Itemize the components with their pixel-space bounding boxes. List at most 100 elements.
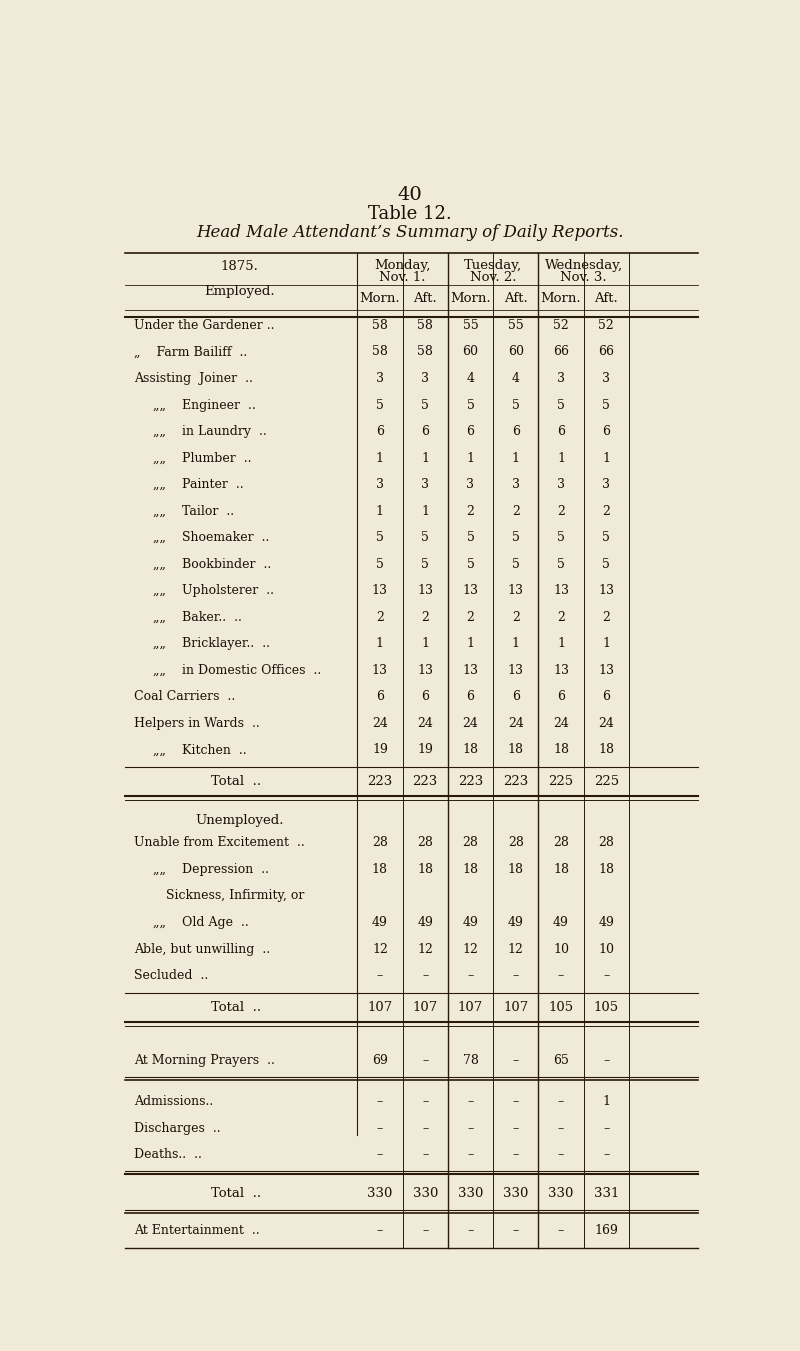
- Text: 24: 24: [553, 717, 569, 730]
- Text: 1875.: 1875.: [221, 259, 258, 273]
- Text: 2: 2: [602, 611, 610, 624]
- Text: 28: 28: [553, 836, 569, 850]
- Text: 4: 4: [466, 372, 474, 385]
- Text: 105: 105: [549, 1001, 574, 1013]
- Text: 18: 18: [508, 863, 524, 875]
- Text: „„    Painter  ..: „„ Painter ..: [153, 478, 243, 492]
- Text: 169: 169: [594, 1224, 618, 1238]
- Text: 5: 5: [602, 399, 610, 412]
- Text: 2: 2: [466, 611, 474, 624]
- Text: 78: 78: [462, 1054, 478, 1067]
- Text: 1: 1: [376, 638, 384, 650]
- Text: 24: 24: [372, 717, 388, 730]
- Text: „„    Kitchen  ..: „„ Kitchen ..: [153, 743, 246, 757]
- Text: 49: 49: [372, 916, 388, 929]
- Text: „„    Engineer  ..: „„ Engineer ..: [153, 399, 255, 412]
- Text: 3: 3: [421, 478, 429, 492]
- Text: 58: 58: [372, 346, 388, 358]
- Text: 330: 330: [548, 1186, 574, 1200]
- Text: 4: 4: [512, 372, 520, 385]
- Text: –: –: [422, 1224, 428, 1238]
- Text: Tuesday,: Tuesday,: [464, 258, 522, 272]
- Text: 12: 12: [462, 943, 478, 955]
- Text: 2: 2: [512, 611, 520, 624]
- Text: 1: 1: [376, 505, 384, 517]
- Text: –: –: [558, 1224, 564, 1238]
- Text: –: –: [603, 1054, 610, 1067]
- Text: –: –: [513, 1148, 519, 1162]
- Text: –: –: [603, 969, 610, 982]
- Text: „„    Plumber  ..: „„ Plumber ..: [153, 451, 251, 465]
- Text: 28: 28: [598, 836, 614, 850]
- Text: 331: 331: [594, 1186, 619, 1200]
- Text: 13: 13: [508, 584, 524, 597]
- Text: –: –: [513, 1054, 519, 1067]
- Text: 6: 6: [376, 426, 384, 438]
- Text: Morn.: Morn.: [541, 292, 582, 305]
- Text: 223: 223: [503, 775, 528, 788]
- Text: –: –: [558, 1121, 564, 1135]
- Text: –: –: [558, 1148, 564, 1162]
- Text: 5: 5: [376, 399, 384, 412]
- Text: 5: 5: [602, 531, 610, 544]
- Text: 3: 3: [557, 478, 565, 492]
- Text: 107: 107: [413, 1001, 438, 1013]
- Text: 18: 18: [598, 743, 614, 757]
- Text: Morn.: Morn.: [450, 292, 490, 305]
- Text: 12: 12: [372, 943, 388, 955]
- Text: 105: 105: [594, 1001, 618, 1013]
- Text: 18: 18: [372, 863, 388, 875]
- Text: „„    Baker..  ..: „„ Baker.. ..: [153, 611, 242, 624]
- Text: 3: 3: [376, 372, 384, 385]
- Text: 28: 28: [508, 836, 524, 850]
- Text: Unable from Excitement  ..: Unable from Excitement ..: [134, 836, 305, 850]
- Text: Aft.: Aft.: [504, 292, 527, 305]
- Text: 5: 5: [466, 531, 474, 544]
- Text: 28: 28: [372, 836, 388, 850]
- Text: At Entertainment  ..: At Entertainment ..: [134, 1224, 260, 1238]
- Text: 55: 55: [462, 319, 478, 332]
- Text: 19: 19: [372, 743, 388, 757]
- Text: Admissions..: Admissions..: [134, 1096, 214, 1108]
- Text: 1: 1: [557, 638, 565, 650]
- Text: 3: 3: [602, 478, 610, 492]
- Text: 1: 1: [466, 638, 474, 650]
- Text: 1: 1: [421, 638, 429, 650]
- Text: 13: 13: [417, 584, 433, 597]
- Text: 1: 1: [602, 1096, 610, 1108]
- Text: 13: 13: [508, 663, 524, 677]
- Text: 1: 1: [512, 451, 520, 465]
- Text: 18: 18: [508, 743, 524, 757]
- Text: 24: 24: [418, 717, 433, 730]
- Text: 18: 18: [553, 863, 569, 875]
- Text: 2: 2: [602, 505, 610, 517]
- Text: 6: 6: [421, 426, 429, 438]
- Text: 65: 65: [553, 1054, 569, 1067]
- Text: Total  ..: Total ..: [211, 775, 262, 788]
- Text: –: –: [467, 1148, 474, 1162]
- Text: 107: 107: [458, 1001, 483, 1013]
- Text: 49: 49: [598, 916, 614, 929]
- Text: –: –: [377, 1121, 383, 1135]
- Text: 10: 10: [553, 943, 569, 955]
- Text: –: –: [558, 1096, 564, 1108]
- Text: 66: 66: [553, 346, 569, 358]
- Text: 5: 5: [466, 558, 474, 570]
- Text: 1: 1: [421, 505, 429, 517]
- Text: 5: 5: [466, 399, 474, 412]
- Text: 12: 12: [508, 943, 524, 955]
- Text: „„    Depression  ..: „„ Depression ..: [153, 863, 269, 875]
- Text: –: –: [467, 1096, 474, 1108]
- Text: Morn.: Morn.: [360, 292, 400, 305]
- Text: 6: 6: [376, 690, 384, 704]
- Text: 225: 225: [594, 775, 618, 788]
- Text: 40: 40: [398, 186, 422, 204]
- Text: Nov. 2.: Nov. 2.: [470, 272, 516, 284]
- Text: 1: 1: [466, 451, 474, 465]
- Text: 5: 5: [422, 531, 429, 544]
- Text: –: –: [603, 1148, 610, 1162]
- Text: 13: 13: [462, 584, 478, 597]
- Text: 2: 2: [557, 505, 565, 517]
- Text: 5: 5: [557, 399, 565, 412]
- Text: Aft.: Aft.: [414, 292, 437, 305]
